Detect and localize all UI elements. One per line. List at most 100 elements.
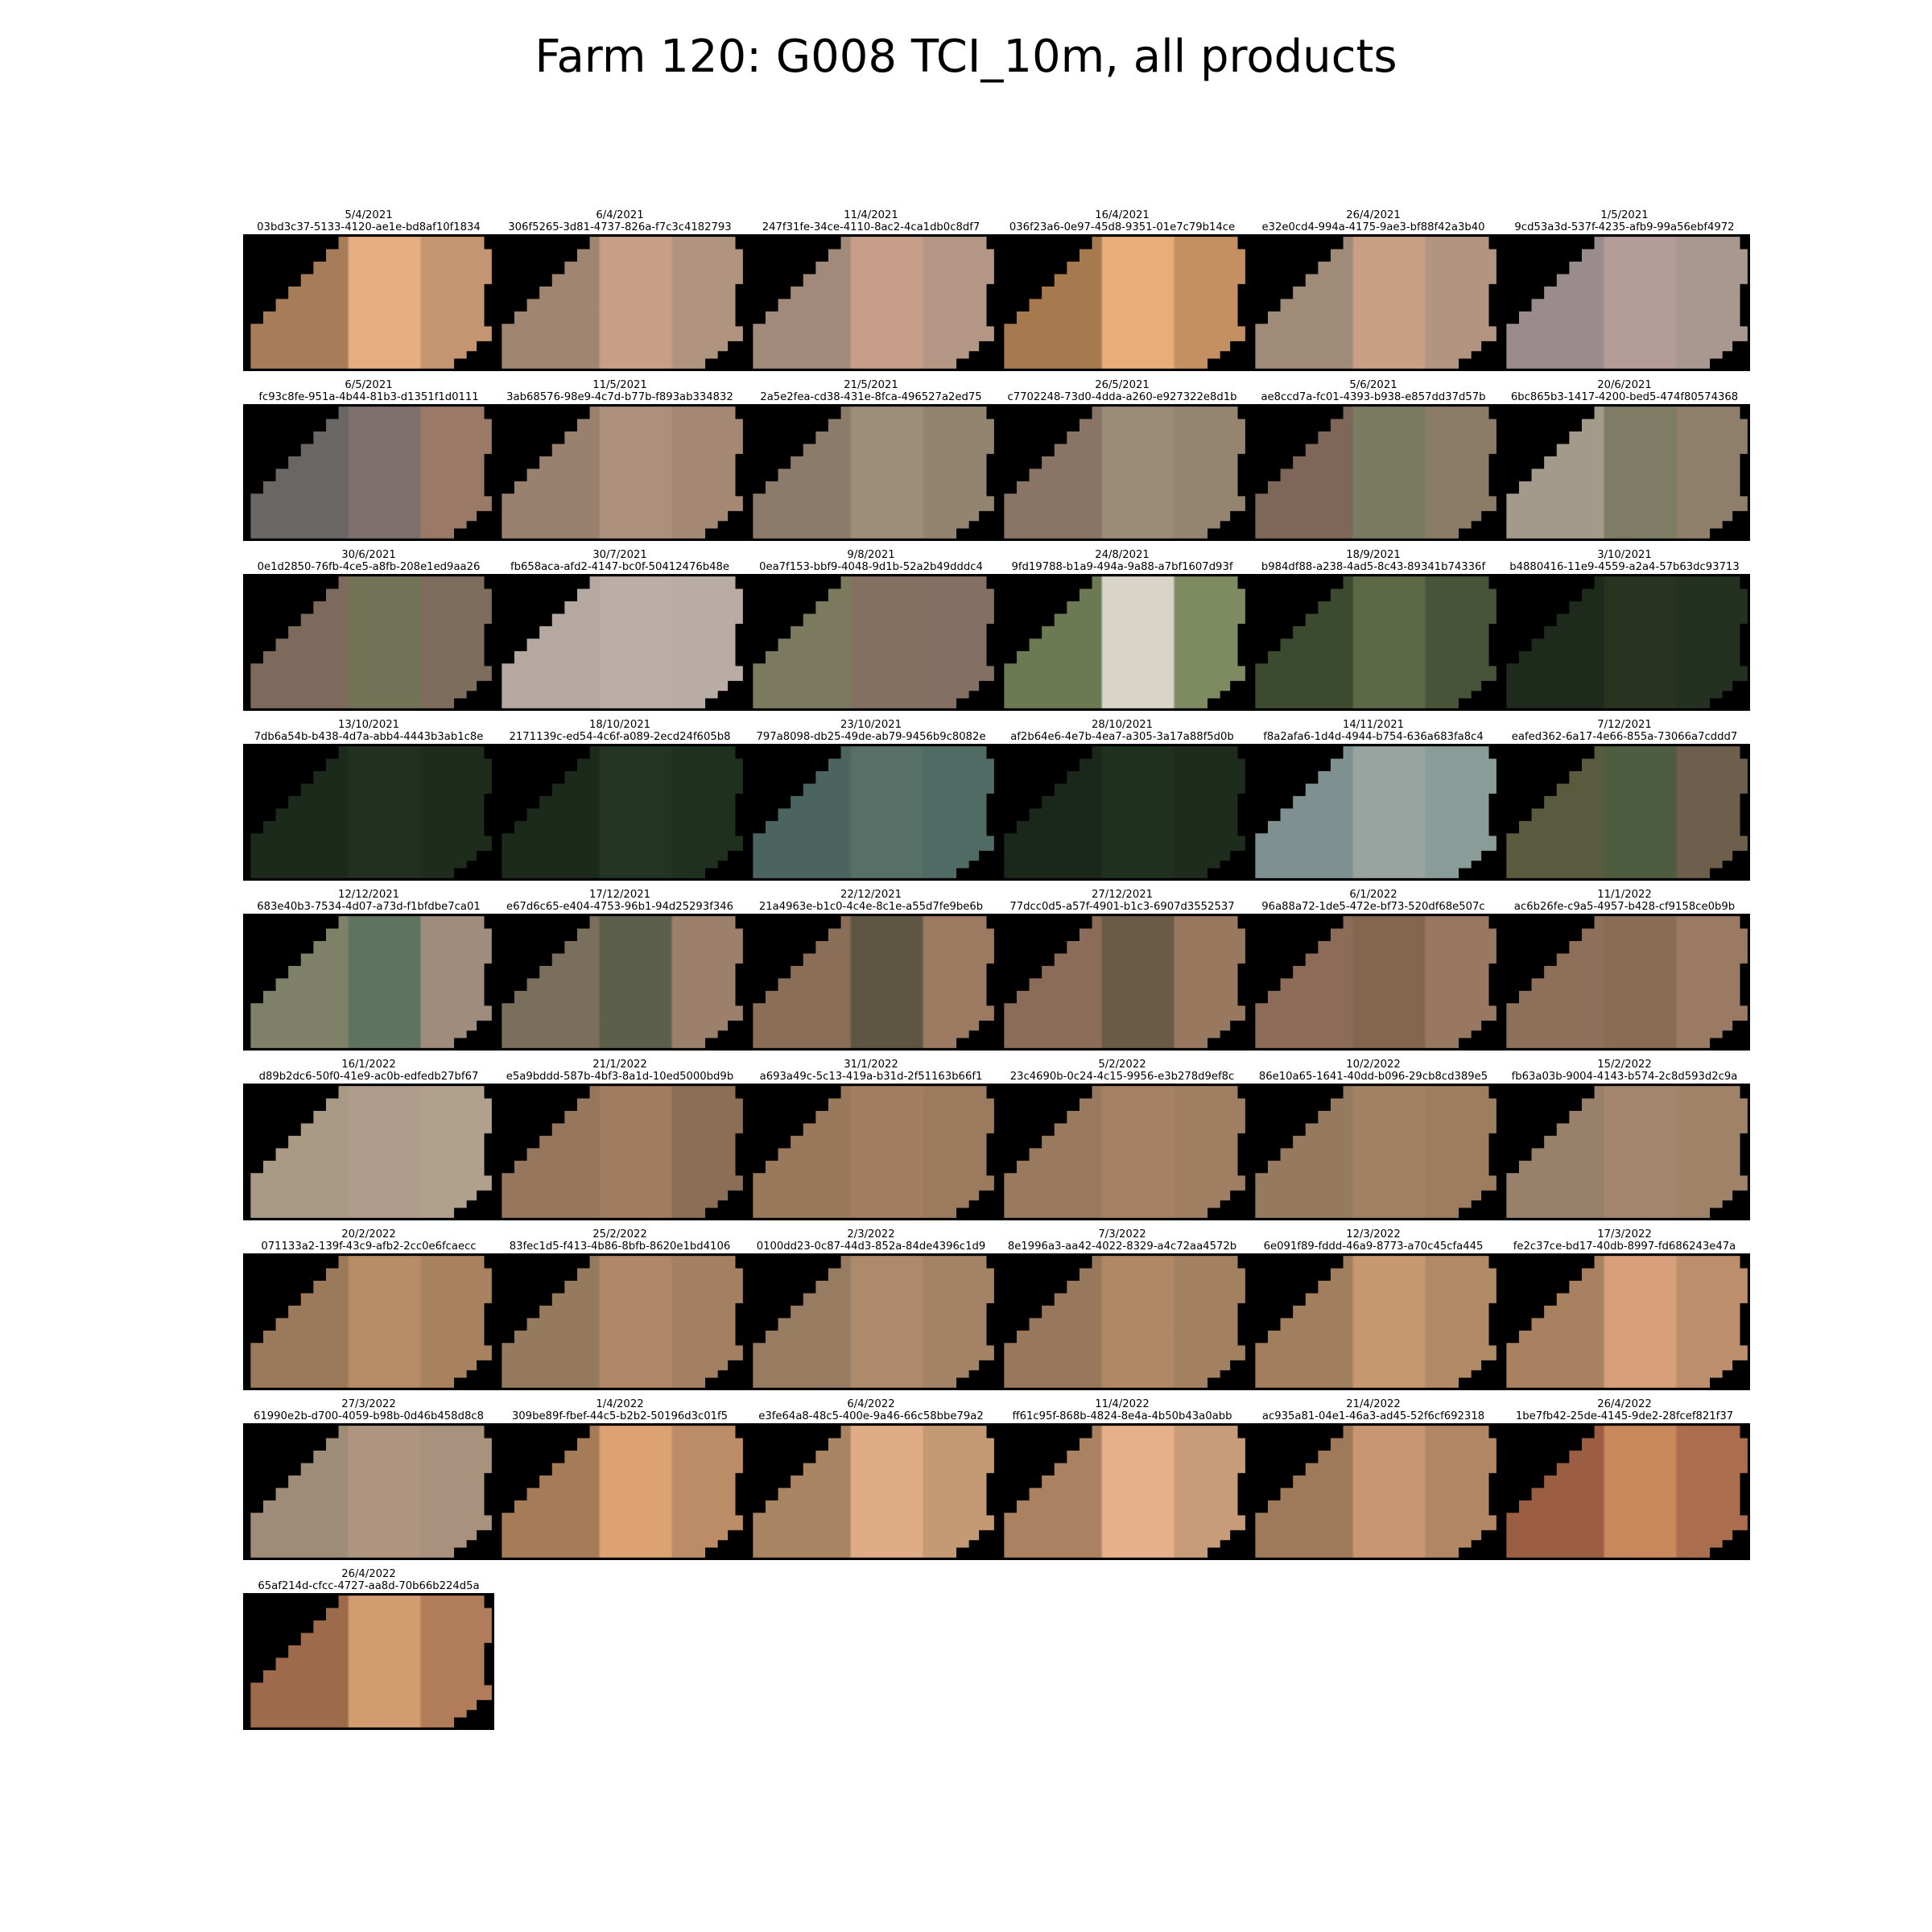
field-polygon [250,1596,492,1728]
panel-product-id: ac6b26fe-c9a5-4957-b428-cf9158ce0b9b [1513,901,1736,913]
image-panel: 30/6/2021 0e1d2850-76fb-4ce5-a8fb-208e1ed… [243,541,494,711]
image-panel: 17/3/2022 fe2c37ce-bd17-40db-8997-fd68624… [1499,1220,1750,1390]
panel-caption: 30/7/2021 fb658aca-afd2-4147-bc0f-5041247… [494,541,745,573]
satellite-thumbnail [1248,574,1499,711]
satellite-thumbnail [745,1423,997,1560]
satellite-thumbnail [243,1084,494,1220]
satellite-thumbnail [494,1084,745,1220]
panel-caption: 10/2/2022 86e10a65-1641-40dd-b096-29cb8cd… [1248,1051,1499,1083]
image-panel: 16/4/2021 036f23a6-0e97-45d8-9351-01e7c79… [997,201,1248,371]
image-panel: 16/1/2022 d89b2dc6-50f0-41e9-ac0b-edfedb2… [243,1051,494,1220]
field-polygon [1255,1086,1496,1218]
panel-date: 18/10/2021 [588,719,650,731]
satellite-thumbnail [745,914,997,1051]
satellite-thumbnail [997,234,1248,371]
panel-caption: 16/4/2021 036f23a6-0e97-45d8-9351-01e7c79… [997,201,1248,233]
panel-date: 1/4/2022 [596,1398,644,1410]
panel-date: 30/6/2021 [341,549,396,561]
image-panel: 18/9/2021 b984df88-a238-4ad5-8c43-89341b7… [1248,541,1499,711]
panel-product-id: 247f31fe-34ce-4110-8ac2-4ca1db0c8df7 [762,221,980,233]
panel-caption: 14/11/2021 f8a2afa6-1d4d-4944-b754-636a68… [1248,711,1499,743]
field-polygon [502,916,743,1048]
satellite-thumbnail [1499,1253,1750,1390]
field-polygon [250,407,492,539]
panel-product-id: 65af214d-cfcc-4727-aa8d-70b66b224d5a [258,1580,480,1592]
satellite-thumbnail [1248,1253,1499,1390]
panel-date: 21/4/2022 [1346,1398,1401,1410]
panel-product-id: e32e0cd4-994a-4175-9ae3-bf88f42a3b40 [1261,221,1485,233]
image-panel: 5/2/2022 23c4690b-0c24-4c15-9956-e3b278d9… [997,1051,1248,1220]
field-polygon [502,237,743,369]
image-panel: 9/8/2021 0ea7f153-bbf9-4048-9d1b-52a2b49d… [745,541,997,711]
panel-product-id: 6bc865b3-1417-4200-bed5-474f80574368 [1510,391,1739,403]
panel-product-id: 96a88a72-1de5-472e-bf73-520df68e507c [1261,901,1485,913]
panel-caption: 20/6/2021 6bc865b3-1417-4200-bed5-474f805… [1499,371,1750,403]
field-polygon [1506,1426,1748,1558]
satellite-thumbnail [1499,914,1750,1051]
panel-caption: 26/5/2021 c7702248-73d0-4dda-a260-e927322… [997,371,1248,403]
satellite-thumbnail [997,1423,1248,1560]
panel-product-id: b4880416-11e9-4559-a2a4-57b63dc93713 [1509,561,1740,573]
panel-caption: 23/10/2021 797a8098-db25-49de-ab79-9456b9… [745,711,997,743]
panel-caption: 25/2/2022 83fec1d5-f413-4b86-8bfb-8620e1b… [494,1220,745,1253]
image-panel: 24/8/2021 9fd19788-b1a9-494a-9a88-a7bf160… [997,541,1248,711]
satellite-thumbnail [243,1423,494,1560]
field-polygon [502,1426,743,1558]
image-panel: 26/4/2022 1be7fb42-25de-4145-9de2-28fcef8… [1499,1390,1750,1560]
panel-date: 11/4/2022 [1095,1398,1150,1410]
panel-date: 18/9/2021 [1346,549,1401,561]
field-polygon [250,1086,492,1218]
field-polygon [1255,916,1496,1048]
panel-product-id: eafed362-6a17-4e66-855a-73066a7cddd7 [1511,731,1738,743]
satellite-thumbnail [243,1593,494,1730]
field-polygon [250,746,492,878]
satellite-thumbnail [1248,404,1499,541]
satellite-thumbnail [494,234,745,371]
field-polygon [1506,746,1748,878]
panel-date: 6/4/2022 [847,1398,895,1410]
panel-date: 26/4/2022 [341,1568,396,1580]
panel-caption: 9/8/2021 0ea7f153-bbf9-4048-9d1b-52a2b49d… [745,541,997,573]
panel-caption: 6/4/2021 306f5265-3d81-4737-826a-f7c3c418… [494,201,745,233]
image-panel: 30/7/2021 fb658aca-afd2-4147-bc0f-5041247… [494,541,745,711]
panel-product-id: 6e091f89-fddd-46a9-8773-a70c45cfa445 [1263,1241,1484,1253]
panel-product-id: 683e40b3-7534-4d07-a73d-f1bfdbe7ca01 [257,901,481,913]
image-panel: 1/4/2022 309be89f-fbef-44c5-b2b2-50196d3c… [494,1390,745,1560]
satellite-thumbnail [243,404,494,541]
image-panel: 11/1/2022 ac6b26fe-c9a5-4957-b428-cf9158c… [1499,881,1750,1051]
image-panel: 5/6/2021 ae8ccd7a-fc01-4393-b938-e857dd37… [1248,371,1499,541]
satellite-thumbnail [1499,1423,1750,1560]
panel-date: 16/1/2022 [341,1059,396,1071]
panel-date: 11/1/2022 [1597,889,1652,901]
panel-caption: 31/1/2022 a693a49c-5c13-419a-b31d-2f51163… [745,1051,997,1083]
image-panel: 14/11/2021 f8a2afa6-1d4d-4944-b754-636a68… [1248,711,1499,881]
panel-product-id: ff61c95f-868b-4824-8e4a-4b50b43a0abb [1012,1410,1232,1422]
panel-date: 26/4/2021 [1346,209,1401,221]
image-panel: 26/5/2021 c7702248-73d0-4dda-a260-e927322… [997,371,1248,541]
field-polygon [1004,576,1245,708]
field-polygon [1506,1086,1748,1218]
panel-product-id: 9cd53a3d-537f-4235-afb9-99a56ebf4972 [1514,221,1735,233]
panel-product-id: 21a4963e-b1c0-4c4e-8c1e-a55d7fe9be6b [758,901,984,913]
panel-caption: 15/2/2022 fb63a03b-9004-4143-b574-2c8d593… [1499,1051,1750,1083]
field-polygon [1506,1256,1748,1388]
field-polygon [753,1256,994,1388]
panel-caption: 28/10/2021 af2b64e6-4e7b-4ea7-a305-3a17a8… [997,711,1248,743]
satellite-thumbnail [494,744,745,881]
panel-caption: 30/6/2021 0e1d2850-76fb-4ce5-a8fb-208e1ed… [243,541,494,573]
panel-date: 5/2/2022 [1098,1059,1146,1071]
panel-date: 5/6/2021 [1349,379,1397,391]
field-polygon [502,407,743,539]
image-panel: 26/4/2022 65af214d-cfcc-4727-aa8d-70b66b2… [243,1560,494,1730]
panel-caption: 11/4/2021 247f31fe-34ce-4110-8ac2-4ca1db0… [745,201,997,233]
satellite-thumbnail [1248,234,1499,371]
field-polygon [1004,407,1245,539]
panel-date: 6/4/2021 [596,209,644,221]
panel-caption: 18/9/2021 b984df88-a238-4ad5-8c43-89341b7… [1248,541,1499,573]
panel-caption: 6/4/2022 e3fe64a8-48c5-400e-9a46-66c58bbe… [745,1390,997,1422]
field-polygon [1004,237,1245,369]
image-panel: 27/12/2021 77dcc0d5-a57f-4901-b1c3-6907d3… [997,881,1248,1051]
panel-caption: 27/3/2022 61990e2b-d700-4059-b98b-0d46b45… [243,1390,494,1422]
field-polygon [502,1256,743,1388]
